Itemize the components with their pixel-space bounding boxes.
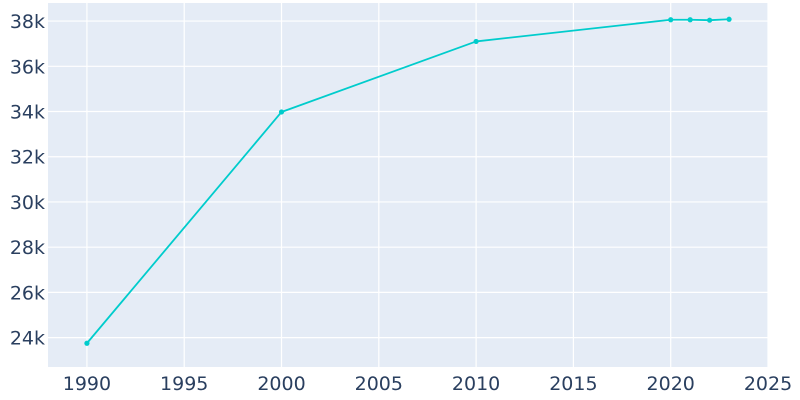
data-point <box>473 38 479 45</box>
x-tick-label: 1995 <box>160 373 208 395</box>
x-tick-label: 2020 <box>647 373 695 395</box>
x-tick-label: 2025 <box>744 373 792 395</box>
y-tick-label: 26k <box>10 282 45 304</box>
y-tick-label: 38k <box>10 11 45 33</box>
series-layer <box>84 16 732 346</box>
y-tick-label: 30k <box>10 192 45 214</box>
y-tick-label: 34k <box>10 102 45 124</box>
plot-area <box>48 3 768 367</box>
x-tick-label: 2005 <box>355 373 403 395</box>
data-point <box>84 340 90 346</box>
y-tick-label: 24k <box>10 328 45 350</box>
data-point <box>687 17 693 23</box>
data-point <box>707 17 713 23</box>
y-axis-tick-labels: 24k 26k 28k 30k 32k 34k 36k 38k <box>10 11 45 350</box>
y-tick-label: 32k <box>10 147 45 169</box>
x-tick-label: 2000 <box>257 373 305 395</box>
data-point <box>278 109 285 115</box>
x-tick-label: 1990 <box>63 373 111 395</box>
x-axis-tick-labels: 1990 1995 2000 2005 2010 2015 2020 2025 <box>63 373 792 395</box>
x-tick-label: 2010 <box>452 373 500 395</box>
data-point <box>668 17 674 23</box>
y-tick-label: 36k <box>10 56 45 78</box>
data-point <box>726 16 732 22</box>
x-tick-label: 2015 <box>549 373 597 395</box>
y-tick-label: 28k <box>10 237 45 259</box>
